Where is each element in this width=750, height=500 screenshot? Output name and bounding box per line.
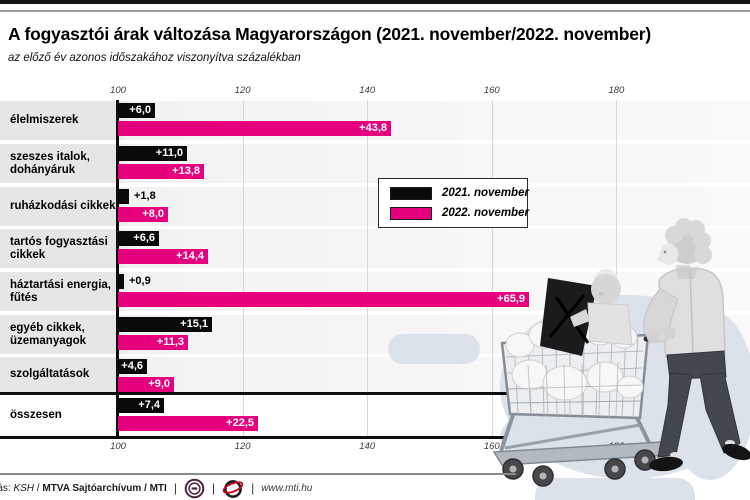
category-label: szolgáltatások: [10, 368, 90, 380]
bar-2022: +14,4: [118, 249, 208, 264]
bar-2021: +11,0: [118, 146, 187, 161]
footer-divider-2: |: [211, 481, 216, 495]
footer-rule: [0, 473, 516, 475]
website-link[interactable]: www.mti.hu: [261, 482, 313, 494]
axis-tick-label-top: 160: [483, 85, 500, 96]
legend-swatch-2022: [390, 207, 432, 220]
category-label: élelmiszerek: [10, 114, 79, 126]
axis-tick-label-top: 100: [110, 85, 126, 96]
woman-hand: [647, 331, 659, 343]
woman-hand-2: [664, 327, 676, 339]
bar-2021: +6,0: [118, 103, 155, 118]
bar-2022: +11,3: [118, 335, 188, 350]
child-body: [587, 302, 633, 346]
axis-tick-label-bottom: 120: [234, 441, 251, 452]
bar-2022: +9,0: [118, 377, 174, 392]
child-arm: [570, 309, 590, 327]
total-row-separator: [0, 392, 556, 395]
child-head: [591, 274, 621, 304]
footer: Forrás: KSH / MTVA Sajtóarchívum / MTI |…: [0, 478, 312, 498]
category-band: [0, 144, 750, 183]
bar-value-label: +8,0: [142, 208, 164, 220]
bar-2022: +22,5: [118, 416, 258, 431]
bar-2021: +15,1: [118, 317, 212, 332]
footer-divider-3: |: [251, 481, 255, 495]
bar-value-label: +14,4: [176, 250, 204, 262]
mti-logo-icon: [222, 479, 244, 498]
bar-value-label: +6,0: [129, 104, 151, 116]
bar-2022: +13,8: [118, 164, 204, 179]
category-label: tartós fogyasztási cikkek: [10, 235, 108, 261]
footer-divider: |: [173, 481, 177, 495]
axis-tick-label-bottom: 160: [483, 441, 500, 452]
bar-value-label: +13,8: [172, 165, 200, 177]
axis-tick-label-bottom: 100: [110, 441, 126, 452]
woman-trousers: [657, 350, 741, 458]
woman-figure: [643, 218, 750, 472]
category-label: háztartási energia, fűtés: [10, 278, 111, 304]
woman-arm: [643, 288, 679, 344]
bar-2022: +43,8: [118, 121, 391, 136]
bar-value-label: +11,3: [156, 336, 184, 348]
woman-shoe: [649, 456, 683, 472]
cart-wheels: [502, 449, 656, 487]
bar-value-label: +1,8: [134, 190, 156, 202]
bar-value-label: +6,6: [133, 232, 155, 244]
woman-nose: [657, 255, 663, 262]
axis-tick-label-top: 180: [608, 85, 625, 96]
bar-value-label: +15,1: [180, 318, 208, 330]
woman-hair: [663, 218, 712, 264]
bar-2022: +65,9: [118, 292, 529, 307]
axis-tick-label-bottom: 140: [359, 441, 376, 452]
woman-face: [660, 243, 678, 265]
woman-shoe-2: [722, 443, 750, 461]
chart-bottom-axis: [0, 436, 505, 439]
bar-2021: +7,4: [118, 398, 164, 413]
category-label: összesen: [10, 409, 62, 421]
bar-2021: +1,8: [118, 189, 156, 204]
blob-pill-left: [388, 334, 480, 364]
woman-eye: [663, 250, 667, 254]
category-label: egyéb cikkek, üzemanyagok: [10, 321, 87, 347]
bar-value-label: +22,5: [226, 417, 254, 429]
page-subtitle: az előző év azonos időszakához viszonyít…: [8, 52, 301, 64]
jacket-collar: [676, 267, 698, 279]
bar-value-label: +11,0: [155, 147, 183, 159]
bar-2021: +4,6: [118, 359, 147, 374]
legend-label-2022: 2022. november: [442, 207, 529, 219]
top-rule: [0, 10, 750, 12]
bar-2022: +8,0: [118, 207, 168, 222]
category-label: ruházkodási cikkek: [10, 200, 116, 212]
source-credit: Forrás: KSH / MTVA Sajtóarchívum / MTI: [0, 482, 167, 494]
bar-2021: +6,6: [118, 231, 159, 246]
top-border-bar: [0, 0, 750, 4]
bar-value-label: +43,8: [359, 122, 387, 134]
page-title: A fogyasztói árak változása Magyarország…: [8, 24, 651, 44]
gridline: [242, 100, 244, 437]
gridline: [616, 100, 618, 437]
bar-value-label: +9,0: [148, 378, 170, 390]
child-in-cart: [570, 269, 633, 346]
legend-label-2021: 2021. november: [442, 187, 529, 199]
axis-tick-label-top: 120: [234, 85, 251, 96]
bar-value-label: +0,9: [129, 275, 151, 287]
gridline: [367, 100, 369, 437]
bar-value-label: +65,9: [497, 293, 525, 305]
mtva-logo-icon: [184, 478, 205, 498]
category-label: szeszes italok, dohányáruk: [10, 150, 90, 176]
photo-woman-with-shopping-cart: [492, 218, 750, 487]
bar-2021: +0,9: [118, 274, 151, 289]
axis-tick-label-top: 140: [359, 85, 376, 96]
gridline: [491, 100, 493, 437]
bar-value-label: +7,4: [138, 399, 160, 411]
legend-swatch-2021: [390, 187, 432, 200]
bar-value-label: +4,6: [121, 360, 143, 372]
cart-mesh-front: [507, 361, 642, 418]
chart-baseline-axis: [116, 100, 119, 439]
legend: 2021. november 2022. november: [378, 178, 529, 228]
blob-bottom: [535, 478, 695, 500]
